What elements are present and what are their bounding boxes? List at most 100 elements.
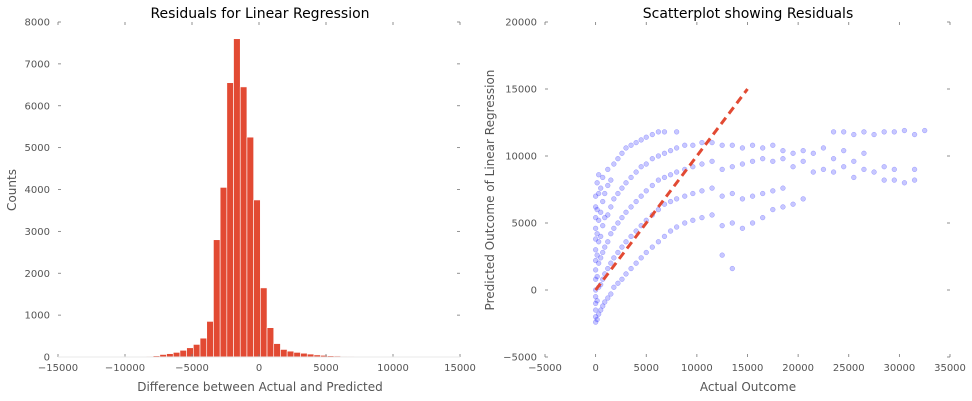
scatter-point [592,294,599,300]
scatter-y-tick-label: 5000 [512,219,537,230]
scatter-point [592,314,599,320]
scatter-point [623,209,629,215]
scatter-point [901,180,908,186]
scatter-point [596,311,602,317]
scatter-point [699,161,705,167]
scatter-point [594,298,600,304]
scatter-point [661,150,668,156]
scatter-y-tick-label: −5000 [503,353,537,364]
scatter-point [690,190,696,197]
scatter-point [673,145,680,151]
histogram-x-tick-label: −10000 [105,363,145,374]
scatter-x-tick-label: 15000 [732,363,764,374]
scatter-point [608,204,614,210]
scatter-point [729,142,735,148]
scatter-point [598,233,604,240]
scatter-x-tick-label: 20000 [782,363,814,374]
histogram-x-tick-label: 5000 [313,363,338,374]
scatter-point [699,139,705,146]
scatter-point [760,156,766,162]
scatter-point [830,156,837,162]
scatter-point [667,147,674,154]
histogram-y-tick-label: 1000 [25,311,50,322]
scatter-point [633,169,639,175]
histogram-y-ticks: 0 1000 2000 3000 4000 5000 6000 7000 8000 [25,18,460,364]
scatter-point [667,228,674,234]
scatter-point [739,196,746,202]
scatter-point [611,284,617,290]
histogram-y-tick-label: 8000 [25,18,50,29]
scatter-point [673,169,680,175]
histogram-x-ticks: −15000 −10000 −5000 0 5000 10000 15000 [38,22,476,374]
scatter-point [605,265,611,272]
scatter-point [719,193,725,199]
scatter-point [820,166,827,173]
scatter-point [871,131,877,138]
scatter-point [699,188,705,194]
scatter-point [780,185,786,191]
histogram-bar [280,349,288,358]
scatter-point [749,193,756,199]
scatter-point [594,252,600,258]
scatter-point [643,188,649,194]
scatter-point [673,129,680,135]
scatter-point [800,158,806,165]
histogram-bar [286,350,295,358]
scatter-title: Scatterplot showing Residuals [643,6,854,22]
scatter-point [709,185,715,191]
scatter-point [682,142,688,148]
scatter-point [739,145,746,151]
scatter-point [628,233,634,240]
scatter-point [841,129,847,135]
scatter-point [596,239,602,245]
histogram-bars [146,38,435,358]
scatter-point [628,204,634,210]
scatter-point [633,139,639,146]
scatter-point [709,158,715,165]
scatter-point [841,164,847,170]
scatter-point [729,220,735,226]
scatter-point [628,265,634,272]
scatter-point [605,166,611,173]
scatter-point [661,174,668,181]
scatter-point [596,260,602,266]
scatter-point [592,300,599,307]
scatter-point [592,225,599,232]
scatter-point [851,131,857,138]
scatter-point [780,147,786,154]
histogram-bar [266,327,275,358]
scatter-point [592,247,599,253]
scatter-point [690,217,696,223]
scatter-point [655,239,662,245]
scatter-point [667,172,674,178]
scatter-point [719,252,725,258]
scatter-point [596,190,602,197]
scatter-point [770,188,776,194]
scatter-point [800,196,806,202]
scatter-point [719,166,725,173]
scatter-point [760,145,766,151]
histogram-bar [246,136,254,358]
scatter-point [643,161,649,167]
scatter-point [643,134,649,140]
scatter-point [673,196,680,202]
scatter-point [623,180,629,186]
scatter-point [619,150,625,156]
scatter-point [810,169,816,175]
scatter-point [841,147,847,154]
scatter-point [594,180,600,186]
scatter-point [851,158,857,165]
scatter-point [598,209,604,215]
scatter-point [655,129,662,135]
histogram-x-tick-label: 15000 [444,363,476,374]
histogram-y-axis-label: Counts [5,169,19,211]
scatter-point [891,166,897,173]
scatter-point [891,129,897,135]
scatter-point [922,127,928,134]
scatter-point [615,156,621,162]
scatter-point [602,299,608,305]
histogram-bar [219,187,228,358]
scatter-point [655,177,662,183]
scatter-point [911,131,918,138]
